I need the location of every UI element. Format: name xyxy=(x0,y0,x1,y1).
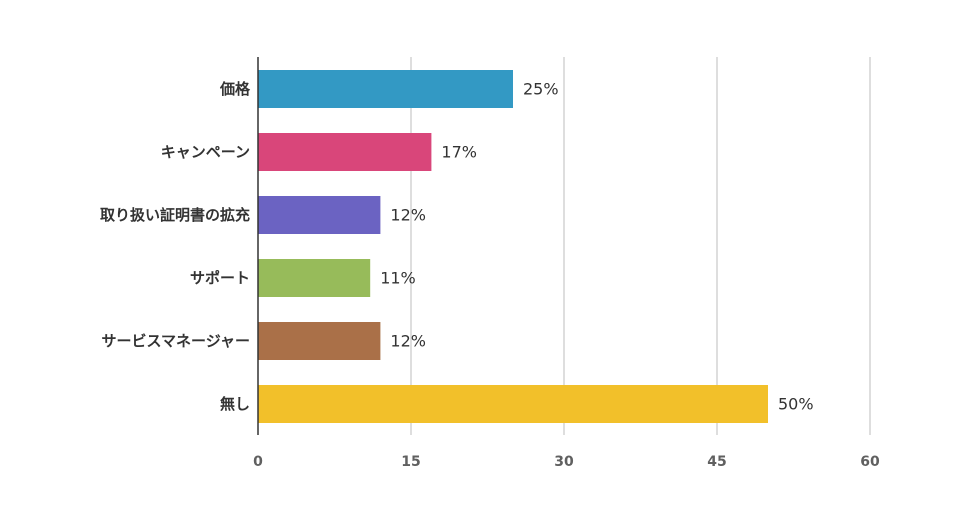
category-label-5: 無し xyxy=(220,395,250,413)
bar-4 xyxy=(258,322,381,360)
category-label-4: サービスマネージャー xyxy=(101,332,250,350)
value-label-5: 50% xyxy=(778,395,814,414)
value-label-1: 17% xyxy=(441,143,477,162)
category-label-1: キャンペーン xyxy=(161,143,250,161)
x-tick-label-1: 15 xyxy=(401,454,420,470)
category-label-3: サポート xyxy=(190,269,250,287)
x-tick-label-0: 0 xyxy=(253,454,263,470)
bars xyxy=(258,70,768,423)
x-tick-label-3: 45 xyxy=(707,454,726,470)
grid-lines xyxy=(410,57,871,435)
category-label-0: 価格 xyxy=(219,80,251,98)
x-tick-label-2: 30 xyxy=(554,454,574,470)
bar-5 xyxy=(258,385,768,423)
bar-2 xyxy=(258,196,381,234)
category-label-2: 取り扱い証明書の拡充 xyxy=(100,206,250,224)
value-labels: 25% 17% 12% 11% 12% 50% xyxy=(380,80,813,414)
bar-0 xyxy=(258,70,513,108)
value-label-4: 12% xyxy=(390,332,426,351)
bar-1 xyxy=(258,133,432,171)
x-tick-labels: 0 15 30 45 60 xyxy=(253,454,880,470)
value-label-3: 11% xyxy=(380,269,416,288)
value-label-2: 12% xyxy=(390,206,426,225)
bar-3 xyxy=(258,259,371,297)
value-label-0: 25% xyxy=(523,80,559,99)
x-tick-label-4: 60 xyxy=(860,454,880,470)
